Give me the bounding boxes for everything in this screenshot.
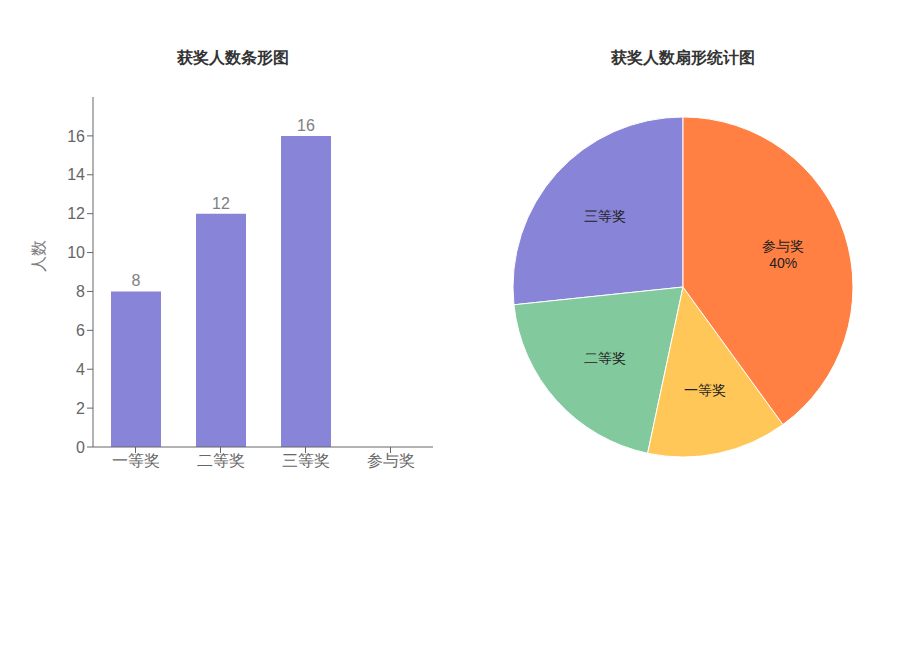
svg-text:12: 12: [67, 205, 85, 222]
svg-text:三等奖: 三等奖: [584, 208, 626, 224]
svg-text:10: 10: [67, 244, 85, 261]
svg-text:参与奖: 参与奖: [367, 452, 415, 469]
svg-text:2: 2: [76, 400, 85, 417]
svg-text:二等奖: 二等奖: [584, 350, 626, 366]
svg-text:14: 14: [67, 166, 85, 183]
svg-text:一等奖: 一等奖: [684, 382, 726, 398]
svg-text:人数: 人数: [30, 240, 47, 272]
svg-text:8: 8: [76, 283, 85, 300]
svg-text:12: 12: [212, 195, 230, 212]
svg-text:二等奖: 二等奖: [197, 452, 245, 469]
svg-text:4: 4: [76, 361, 85, 378]
svg-text:8: 8: [132, 272, 141, 289]
svg-text:0: 0: [76, 439, 85, 456]
svg-text:一等奖: 一等奖: [112, 452, 160, 469]
svg-text:6: 6: [76, 322, 85, 339]
svg-text:16: 16: [297, 117, 315, 134]
svg-text:三等奖: 三等奖: [282, 452, 330, 469]
html-text:获奖人数扇形统计图: 获奖人数扇形统计图: [611, 49, 755, 66]
html-text:获奖人数条形图: 获奖人数条形图: [177, 49, 289, 66]
svg-text:16: 16: [67, 128, 85, 145]
svg-text:参与奖40%: 参与奖40%: [762, 238, 804, 271]
